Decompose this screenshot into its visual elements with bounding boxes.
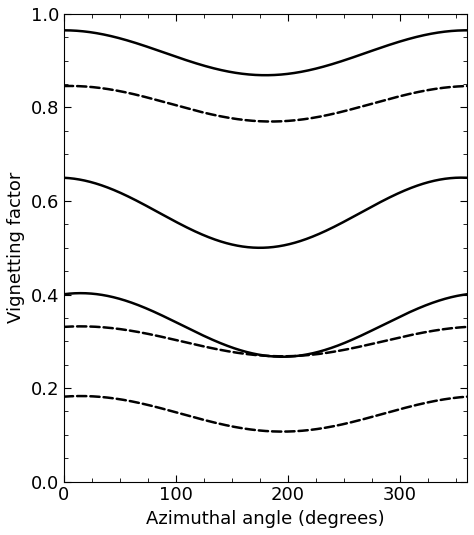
Y-axis label: Vignetting factor: Vignetting factor <box>7 172 25 324</box>
X-axis label: Azimuthal angle (degrees): Azimuthal angle (degrees) <box>146 510 385 528</box>
